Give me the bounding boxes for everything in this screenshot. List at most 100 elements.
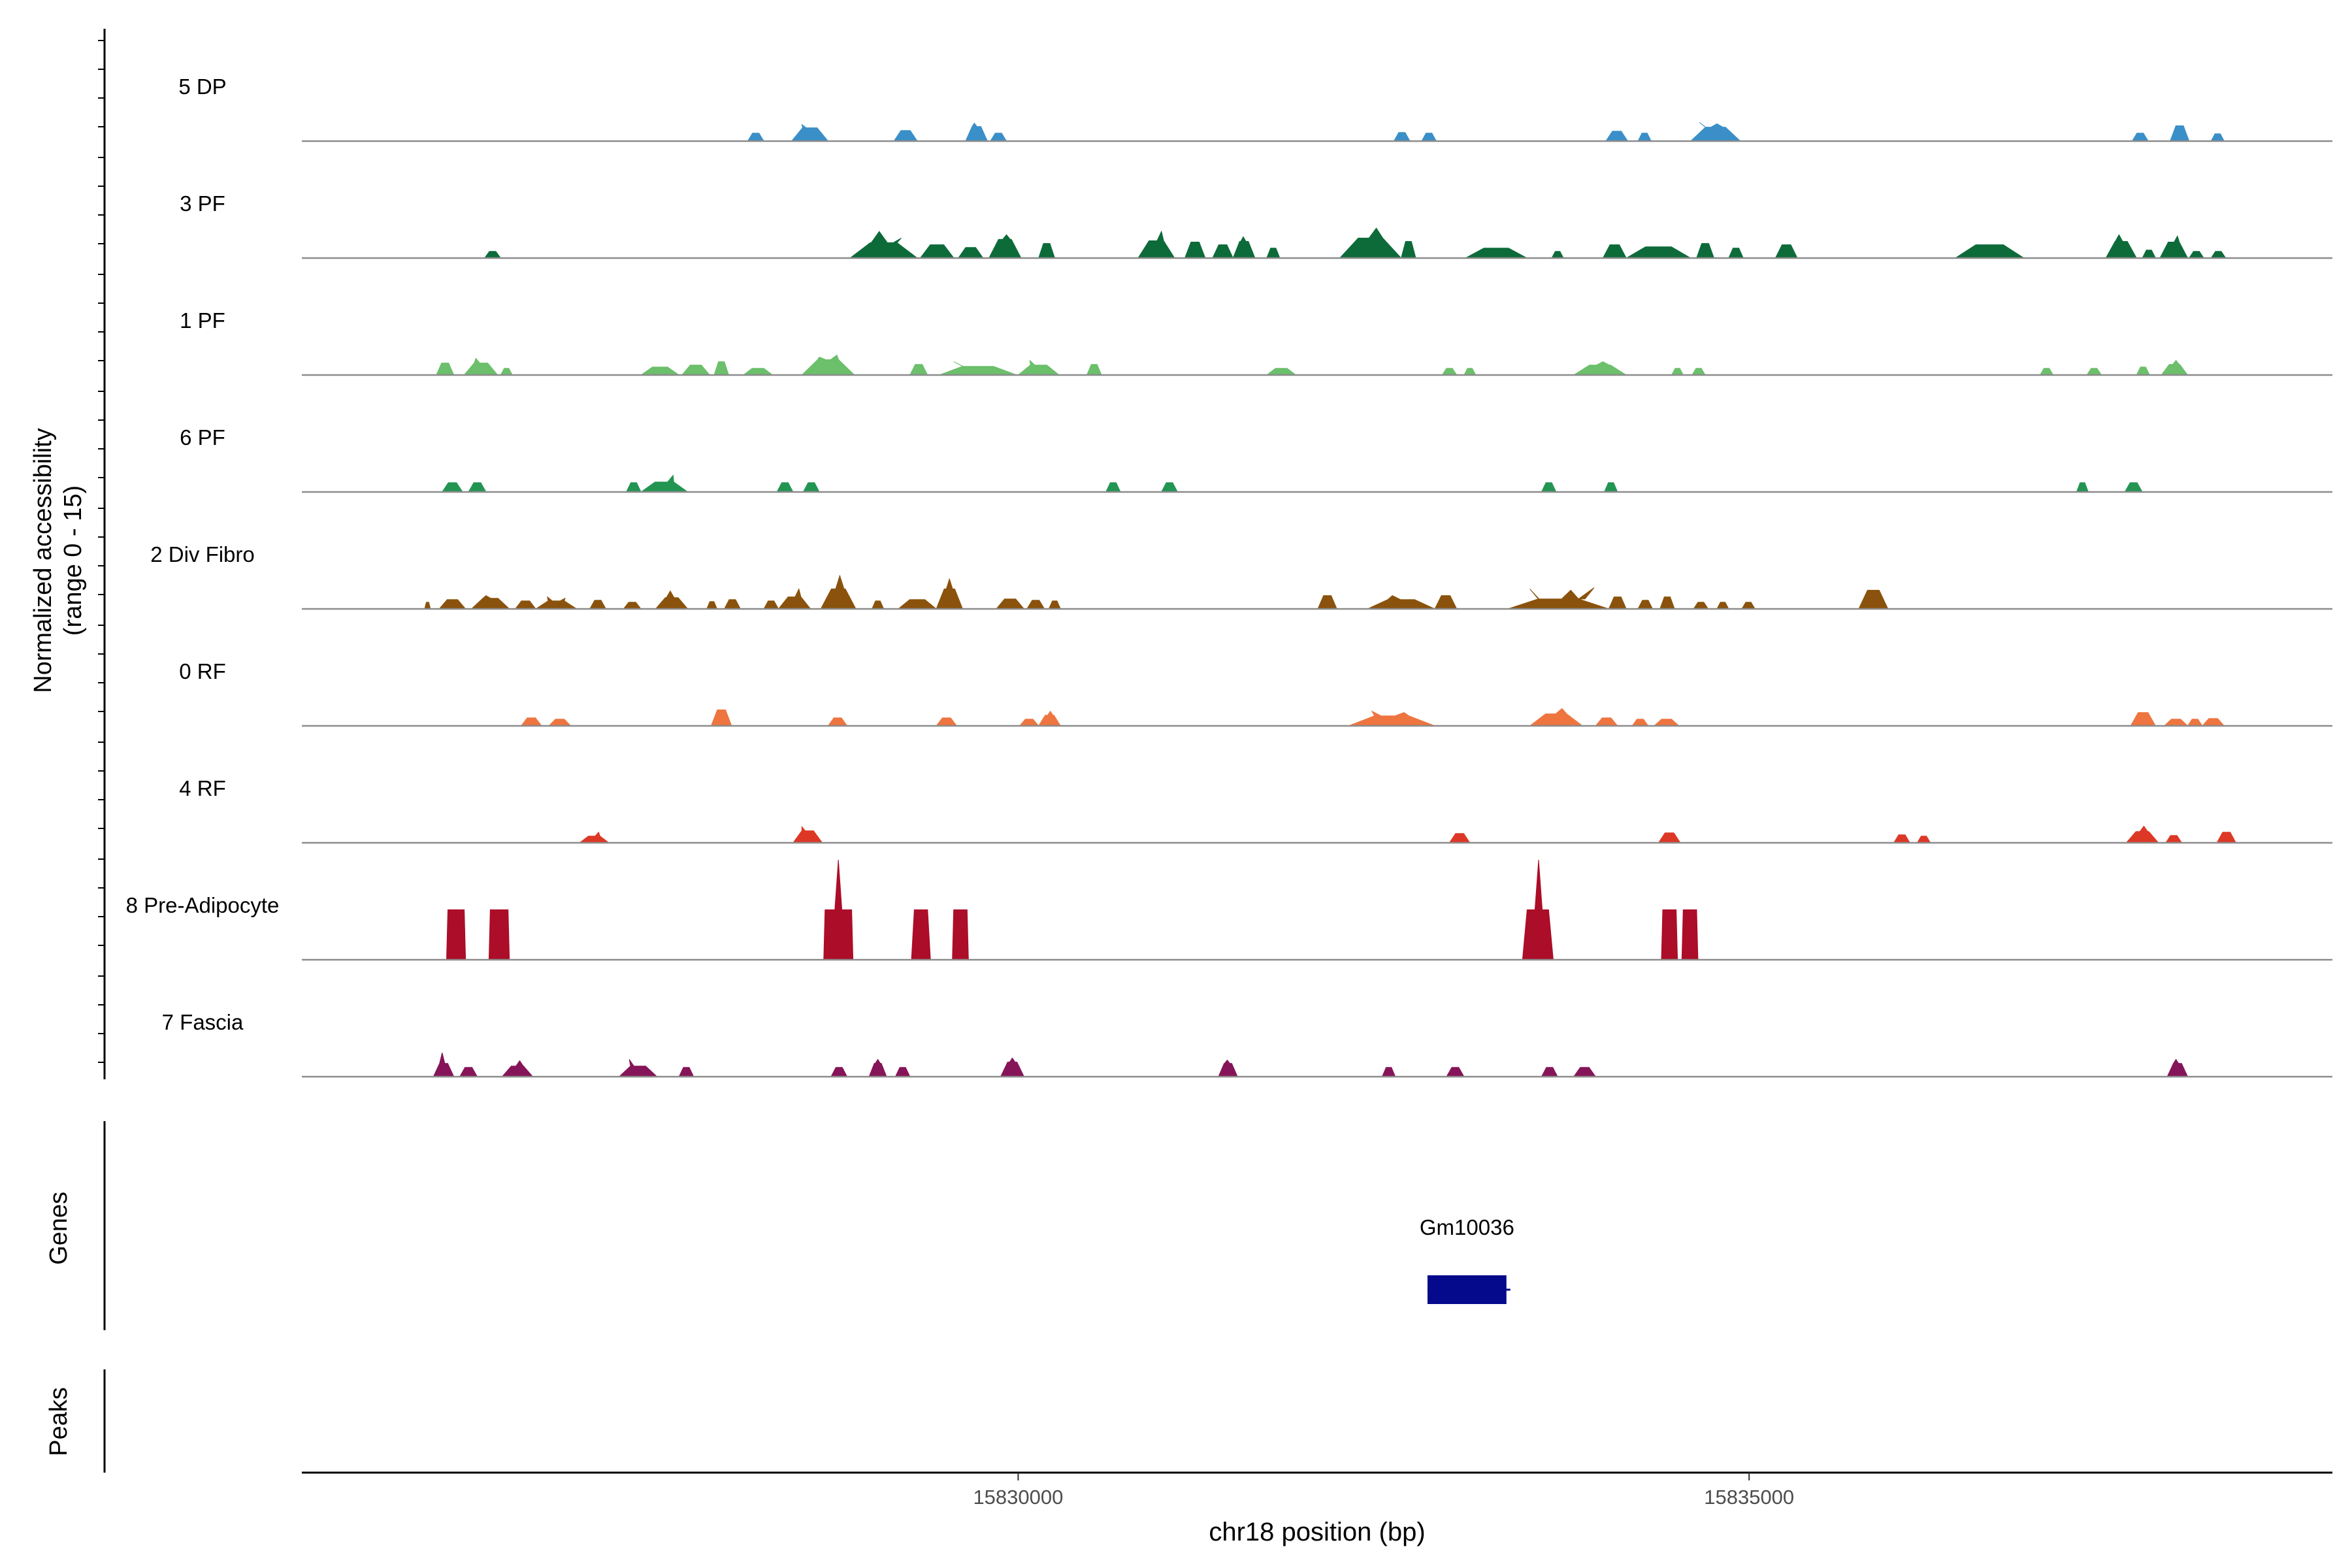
coverage-peak [1017,359,1060,376]
coverage-peak [1661,909,1678,960]
genes-track-title: Genes [45,1192,73,1265]
coverage-peak [534,596,578,610]
coverage-peak [2136,367,2151,376]
coverage-peak [2131,133,2149,142]
coverage-peak [488,909,510,960]
coverage-peak [1038,243,1056,259]
coverage-peak [1232,236,1256,259]
coverage-peak [1401,241,1416,259]
track-7-fascia: 7 Fascia [162,1010,2332,1078]
coverage-peak [2187,719,2203,727]
coverage-peak [1605,131,1629,142]
coverage-peak [441,482,464,493]
coverage-peak [723,599,742,610]
coverage-peak [909,364,928,376]
track-8-pre-adipocyte: 8 Pre-Adipocyte [126,859,2332,961]
coverage-peak [2159,235,2189,259]
coverage-peak [1573,1067,1597,1077]
coverage-peak [1339,227,1402,259]
coverage-peak [1728,248,1744,259]
coverage-peak [1212,244,1234,259]
coverage-peak [2188,251,2205,259]
x-axis-title: chr18 position (bp) [1209,1518,1425,1546]
coverage-peak [1603,482,1618,493]
coverage-peak [1448,833,1471,843]
coverage-peak [1000,1057,1025,1077]
coverage-peak [1625,246,1692,259]
coverage-peak [2124,482,2143,493]
coverage-peak [1105,482,1121,493]
coverage-peak [936,578,964,610]
coverage-peak [1716,602,1729,610]
coverage-peak [470,595,510,610]
coverage-peak [1522,859,1554,960]
coverage-peak [1048,600,1062,610]
coverage-peak [424,602,431,610]
track-label: 6 PF [180,425,225,449]
coverage-peak [990,133,1007,142]
coverage-peak [678,1067,694,1077]
coverage-peak [2130,712,2157,727]
coverage-peak [952,909,969,960]
coverage-peak [1637,600,1654,610]
coverage-peak [1653,719,1680,727]
coverage-peak [1695,243,1715,259]
coverage-peak [436,363,455,376]
coverage-peak [1608,596,1627,610]
coverage-peak [483,251,502,259]
coverage-peak [1595,717,1618,727]
coverage-peak [1551,251,1564,259]
coverage-peak [1602,244,1627,259]
coverage-peak [830,1067,848,1077]
coverage-peak [1693,602,1709,610]
coverage-peak [713,361,730,376]
coverage-peak [1037,710,1062,727]
coverage-peak [2216,832,2237,843]
coverage-peak [623,602,642,610]
coverage-peak [1681,909,1699,960]
x-tick-label: 15830000 [973,1486,1063,1509]
coverage-peak [988,234,1022,259]
coverage-peak [640,474,689,493]
coverage-peak [578,831,610,843]
coverage-peak [548,719,572,727]
coverage-peak [742,368,774,376]
coverage-peak [919,244,955,259]
coverage-peak [2164,835,2183,843]
coverage-peak [1019,719,1039,727]
track-label: 4 RF [179,776,226,800]
coverage-peak [871,600,885,610]
coverage-peak [640,367,680,376]
track-label: 0 RF [179,659,226,683]
coverage-peak [2076,482,2089,493]
coverage-peak [777,587,811,610]
coverage-peak [2210,251,2227,259]
coverage-peak [1348,710,1435,727]
coverage-peak [501,1060,534,1077]
track-5-dp: 5 DP [178,74,2332,142]
coverage-peak [995,598,1025,610]
track-4-rf: 4 RF [179,776,2332,844]
y-axis-title-line2: (range 0 - 15) [59,485,87,636]
coverage-peak [802,482,820,493]
coverage-peak [801,354,856,376]
coverage-peak [459,1067,478,1077]
track-2-div-fibro: 2 Div Fibro [150,542,2332,610]
coverage-peak [1266,248,1281,259]
track-label: 7 Fascia [162,1010,244,1034]
coverage-peak [2161,359,2189,376]
coverage-peak [1659,596,1675,610]
coverage-peak [1690,122,1742,142]
coverage-peak [894,1067,911,1077]
coverage-peak [681,365,711,376]
coverage-peak [1774,244,1798,259]
coverage-peak [2201,718,2225,727]
coverage-peak [1541,1067,1558,1077]
coverage-peak [1858,589,1889,610]
coverage-peak [849,231,919,259]
coverage-peak [2125,825,2159,843]
coverage-peak [706,601,718,610]
coverage-peak [1086,364,1102,376]
coverage-peak [438,599,466,610]
